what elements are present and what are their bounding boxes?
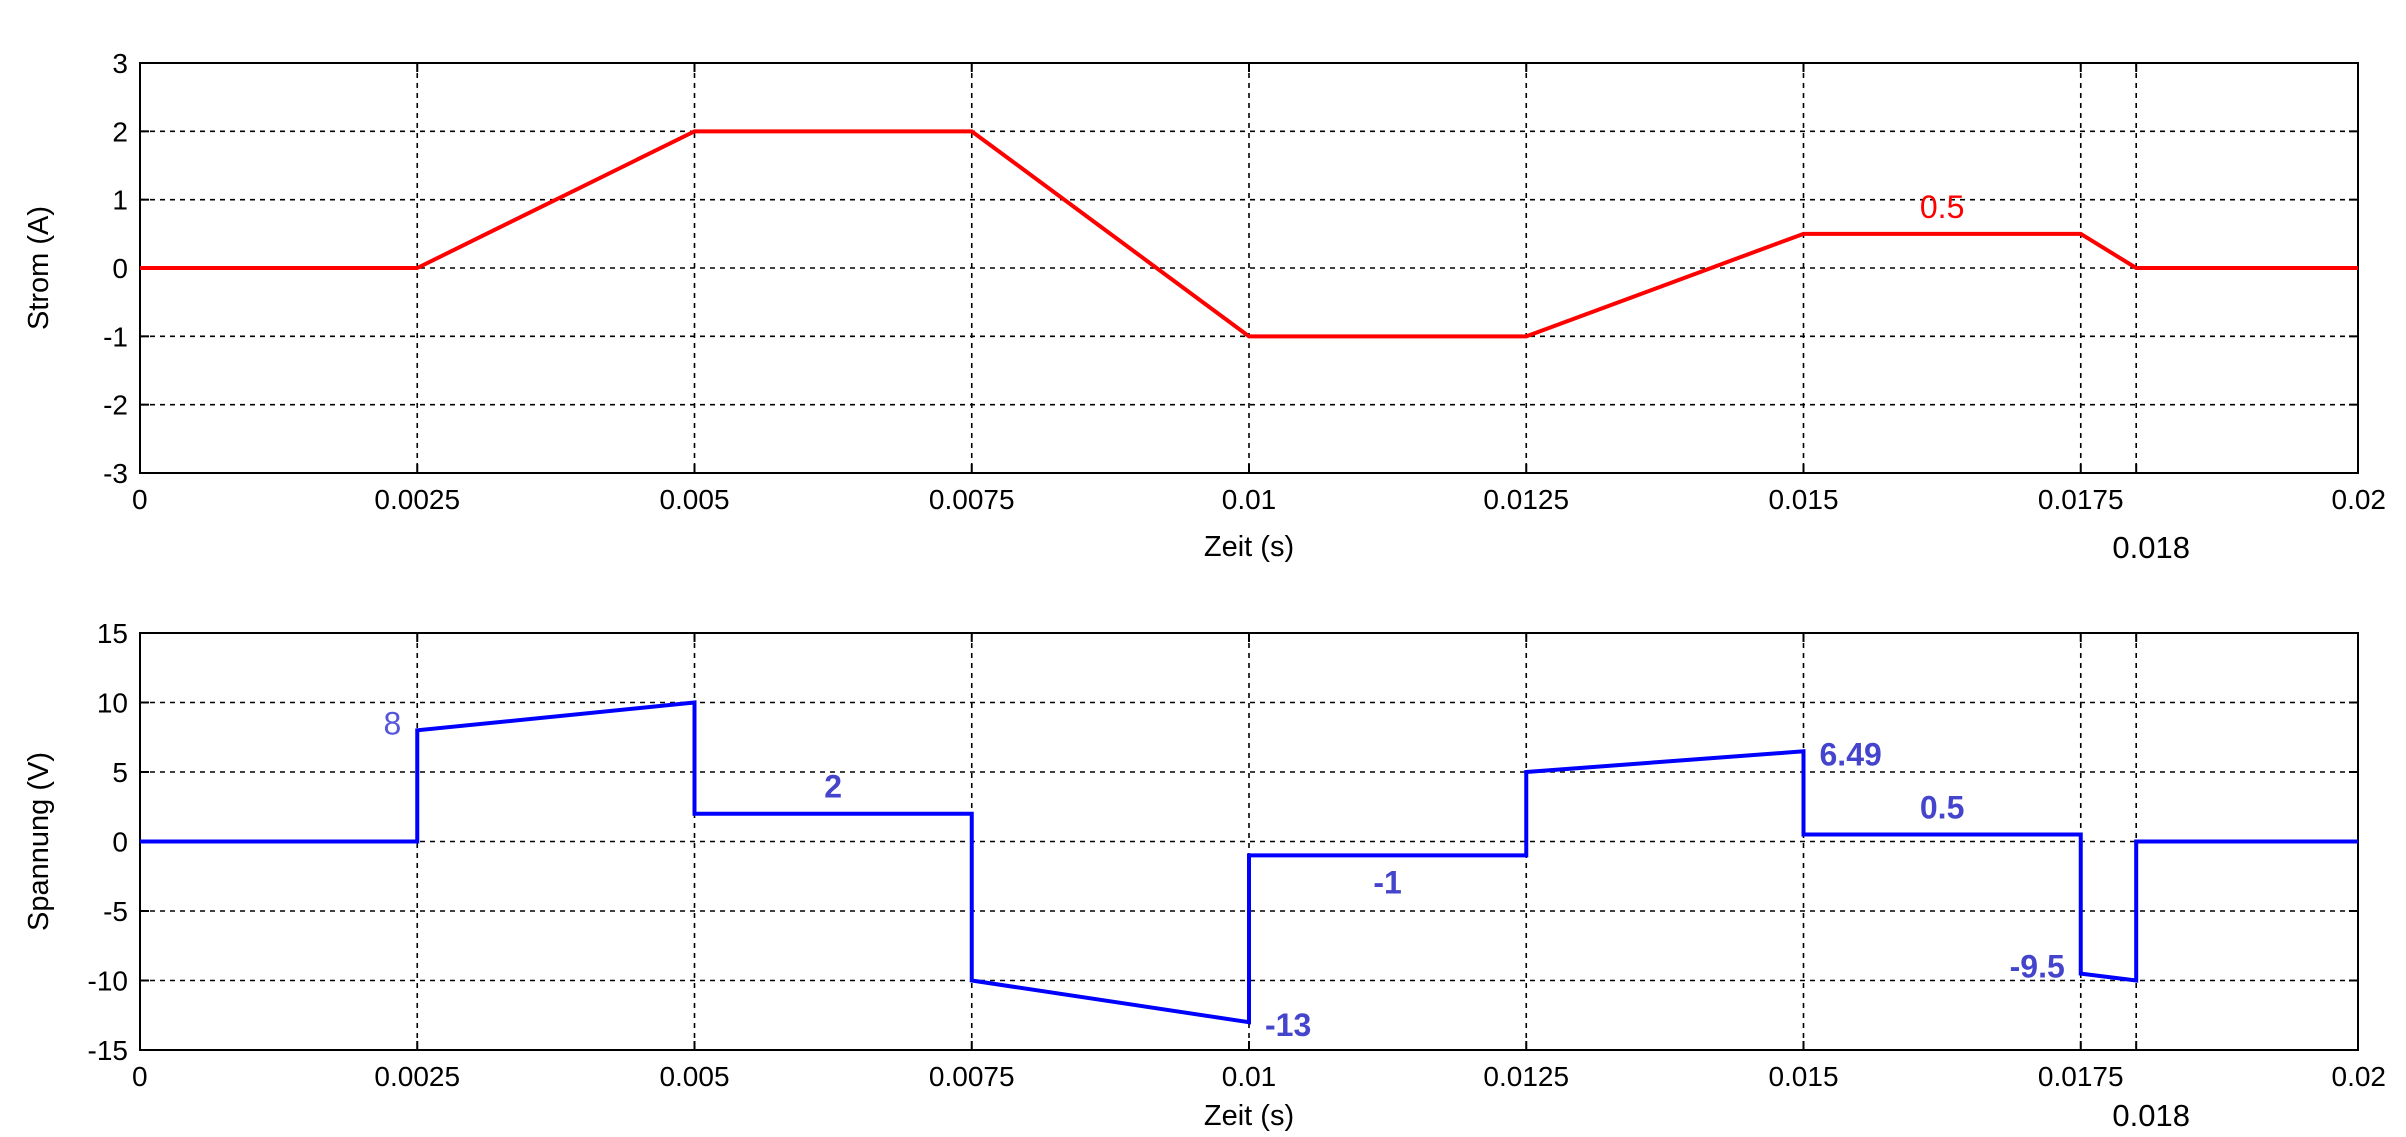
x-tick-label: 0.015: [1768, 1061, 1838, 1092]
series-line: [140, 129, 2358, 339]
x-axis-label: Zeit (s): [1204, 531, 1294, 563]
data-label: 0.5: [1920, 790, 1964, 826]
data-label: 0.5: [1920, 189, 1964, 225]
y-tick-label: -1: [103, 321, 128, 352]
data-label: -1: [1373, 864, 1401, 900]
y-tick-label: 2: [112, 116, 128, 147]
y-tick-label: 10: [97, 688, 128, 719]
x-tick-label: 0.0175: [2038, 484, 2124, 515]
x-tick-label: 0: [132, 1061, 148, 1092]
x-tick-label: 0.0075: [929, 1061, 1015, 1092]
x-tick-label: 0: [132, 484, 148, 515]
series-line: [140, 700, 2358, 1025]
y-tick-label: 5: [112, 757, 128, 788]
data-label: -9.5: [2010, 949, 2065, 985]
y-tick-label: -10: [88, 966, 128, 997]
data-label: -13: [1265, 1007, 1311, 1043]
y-tick-label: 15: [97, 618, 128, 649]
y-tick-label: 0: [112, 827, 128, 858]
y-tick-label: -3: [103, 458, 128, 489]
voltage-plot: 0 0.0025 0.005 0.0075 0.01 0.0125 0.015 0.0175 0…: [23, 618, 2386, 1133]
y-tick-label: 3: [112, 48, 128, 79]
y-tick-label: -5: [103, 896, 128, 927]
data-label: 6.49: [1820, 736, 1882, 772]
y-tick-label: 1: [112, 185, 128, 216]
x-tick-label: 0.0125: [1483, 484, 1569, 515]
x-tick-label: 0.0025: [374, 1061, 460, 1092]
x-tick-label-extra: 0.018: [2112, 1098, 2190, 1133]
y-tick-label: 0: [112, 253, 128, 284]
y-tick-label: -2: [103, 390, 128, 421]
data-label: 2: [824, 769, 842, 805]
x-tick-label: 0.0175: [2038, 1061, 2124, 1092]
x-tick-label-extra: 0.018: [2112, 530, 2190, 565]
data-label: 8: [383, 705, 401, 741]
y-axis-label: Spannung (V): [23, 752, 55, 931]
x-tick-label: 0.01: [1222, 484, 1277, 515]
current-plot: 0 0.0025 0.005 0.0075 0.01 0.0125 0.015 0.0175 0…: [23, 48, 2386, 565]
x-tick-label: 0.0125: [1483, 1061, 1569, 1092]
x-tick-label: 0.02: [2332, 1061, 2387, 1092]
x-tick-label: 0.005: [659, 484, 729, 515]
x-tick-label: 0.01: [1222, 1061, 1277, 1092]
y-tick-label: -15: [88, 1035, 128, 1066]
x-tick-label: 0.015: [1768, 484, 1838, 515]
x-tick-label: 0.005: [659, 1061, 729, 1092]
x-axis-label: Zeit (s): [1204, 1100, 1294, 1132]
x-tick-label: 0.0075: [929, 484, 1015, 515]
x-tick-label: 0.0025: [374, 484, 460, 515]
x-tick-label: 0.02: [2332, 484, 2387, 515]
y-axis-label: Strom (A): [23, 206, 55, 330]
